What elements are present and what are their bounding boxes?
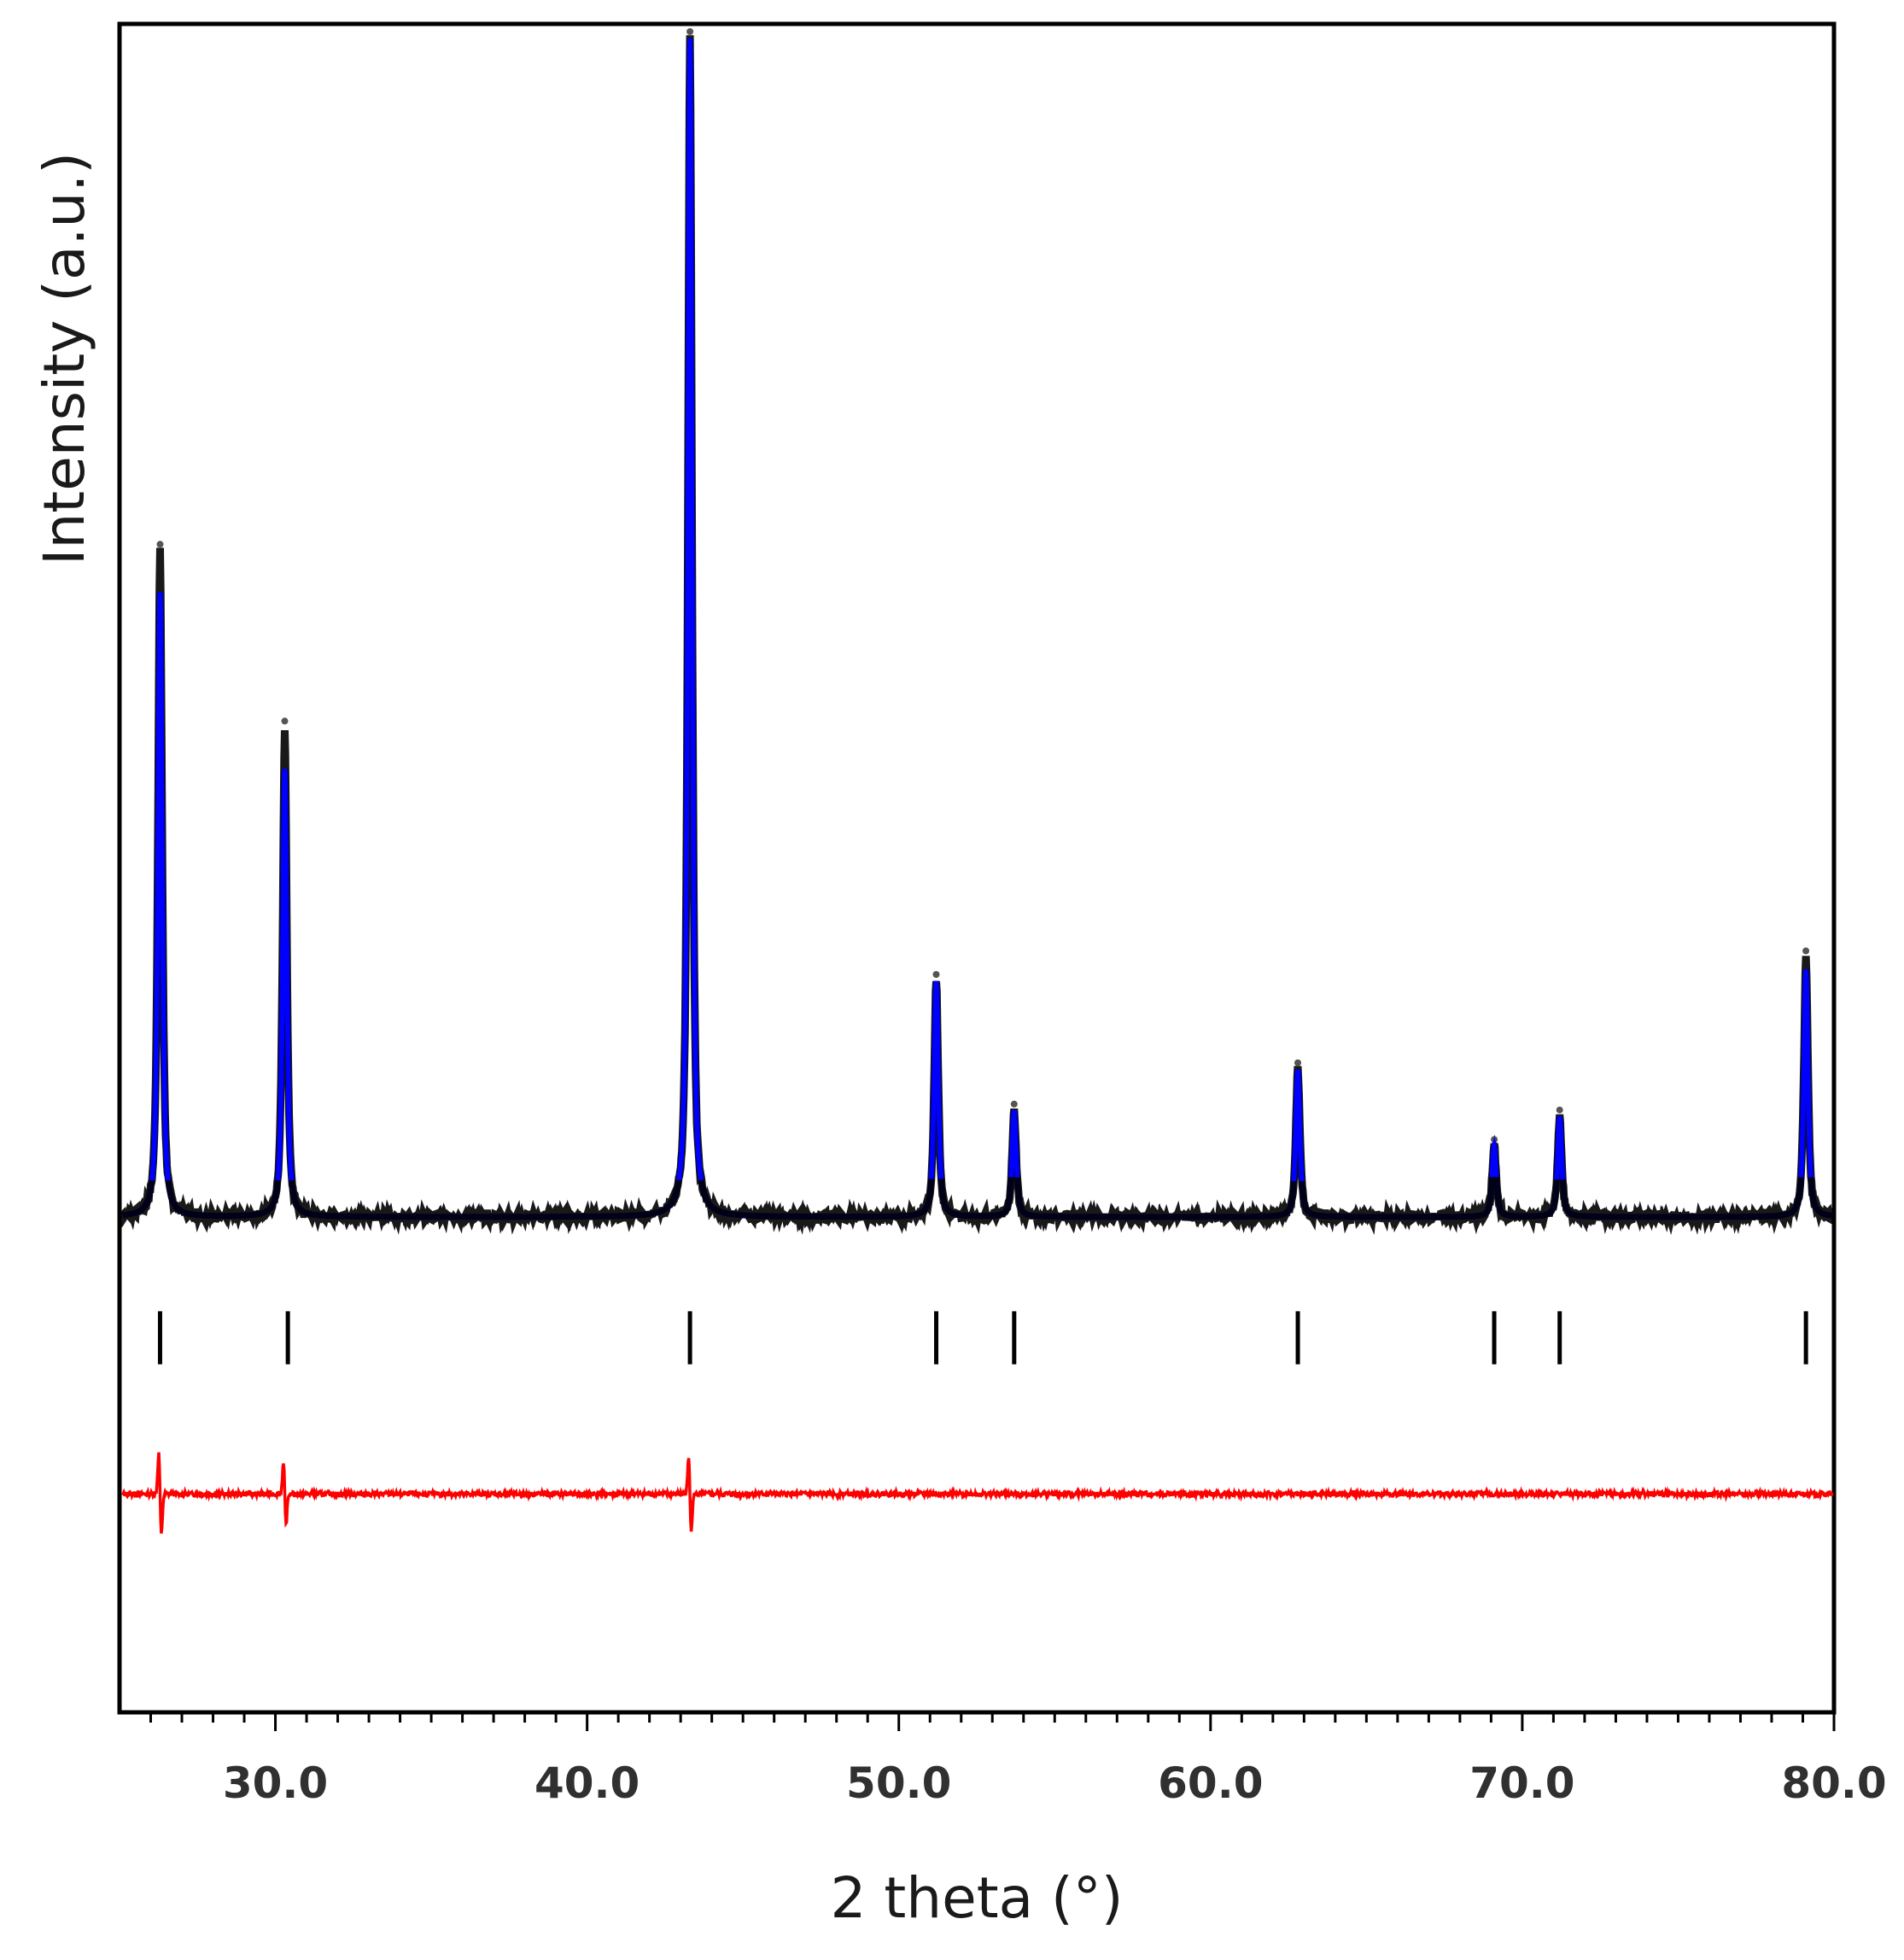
calculated-peak-segment (1291, 1068, 1305, 1182)
x-axis-title: 2 theta (°) (830, 1865, 1123, 1931)
observed-peak-point (686, 28, 694, 35)
plot-frame (117, 21, 1837, 1715)
observed-peak-point (281, 717, 289, 725)
calculated-peak-segment (676, 38, 704, 1181)
x-tick-label: 70.0 (1469, 1758, 1574, 1808)
calculated-curve-layer (121, 38, 1833, 1220)
observed-peak-point (156, 541, 164, 548)
calculated-peak-segment (1489, 1136, 1499, 1178)
x-tick-label: 80.0 (1781, 1758, 1886, 1808)
calculated-curve (121, 38, 1833, 1220)
y-axis-title: Intensity (a.u.) (32, 152, 97, 565)
observed-peak-point (1294, 1059, 1301, 1067)
bragg-marks-layer (157, 1311, 1808, 1365)
calculated-peak-segment (928, 980, 944, 1179)
plot-area (117, 21, 1837, 1715)
observed-peak-point (1556, 1106, 1563, 1114)
difference-curve (121, 1452, 1834, 1534)
observed-curve-layer (119, 28, 1837, 1236)
x-tick-label: 50.0 (846, 1758, 951, 1808)
observed-peak-point (1010, 1100, 1018, 1108)
calculated-peak-segment (149, 592, 171, 1181)
difference-curve-layer (121, 1452, 1834, 1534)
calculated-peak-segment (275, 769, 295, 1181)
observed-peak-point (1802, 947, 1810, 955)
calculated-peak-segment (1554, 1115, 1566, 1180)
observed-peak-point (932, 971, 940, 978)
x-tick-label: 30.0 (223, 1758, 328, 1808)
calculated-peak-segment (1798, 968, 1813, 1178)
calculated-peak-segment (1008, 1109, 1020, 1178)
x-tick-label: 40.0 (534, 1758, 640, 1808)
x-axis: 30.0 40.0 50.0 60.0 70.0 80.0 (149, 1712, 1887, 1808)
observed-curve (119, 35, 1837, 1236)
x-tick-label: 60.0 (1158, 1758, 1263, 1808)
